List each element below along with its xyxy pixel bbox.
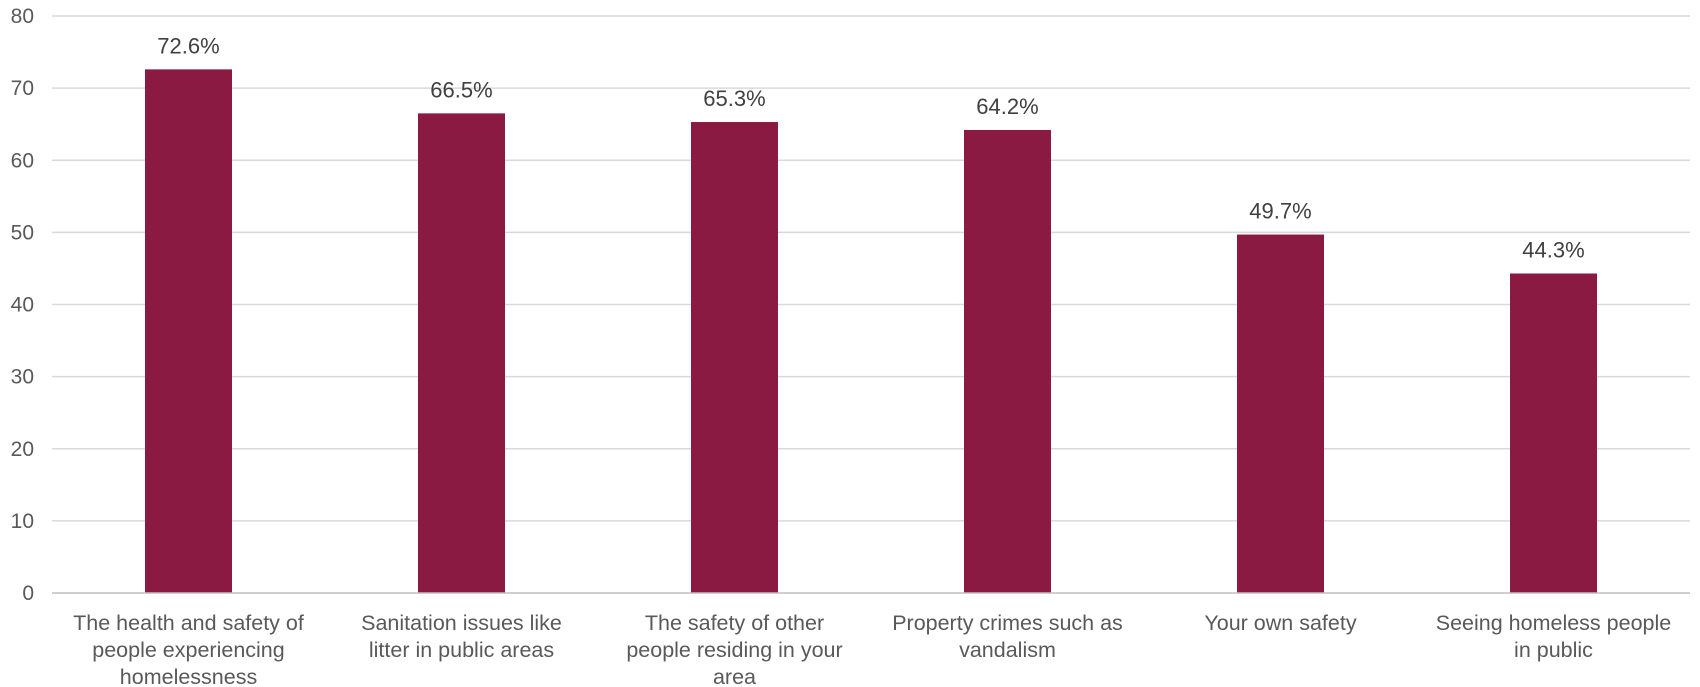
x-category-label-line: Sanitation issues like xyxy=(361,611,562,635)
y-tick-label: 50 xyxy=(11,221,34,244)
x-category-label-line: Seeing homeless people xyxy=(1436,611,1671,635)
x-axis-labels: The health and safety of people experienc… xyxy=(73,611,1671,687)
data-label: 64.2% xyxy=(976,94,1038,119)
bar xyxy=(1510,273,1597,593)
gridlines xyxy=(52,15,1690,522)
y-tick-label: 0 xyxy=(22,582,34,605)
x-category-label-line: litter in public areas xyxy=(369,638,554,662)
x-category-label-line: vandalism xyxy=(959,638,1056,662)
x-category-label-line: Property crimes such as xyxy=(892,611,1123,635)
data-label: 65.3% xyxy=(703,86,765,111)
y-tick-label: 40 xyxy=(11,294,34,317)
x-category-label-line: people experiencing xyxy=(92,638,284,662)
x-category-label: Property crimes such as vandalism xyxy=(892,611,1123,662)
data-label: 72.6% xyxy=(157,33,219,58)
data-label: 49.7% xyxy=(1249,199,1311,224)
y-tick-label: 20 xyxy=(11,438,34,461)
bars xyxy=(145,69,1597,594)
x-category-label-line: homelessness xyxy=(120,665,257,687)
x-category-label: Sanitation issues like litter in public a… xyxy=(361,611,562,662)
y-tick-label: 60 xyxy=(11,149,34,172)
x-category-label: The health and safety of people experienc… xyxy=(73,611,304,687)
x-category-label: Your own safety xyxy=(1204,611,1356,635)
x-category-label-line: in public xyxy=(1514,638,1593,662)
bar xyxy=(418,113,505,594)
x-category-label-line: Your own safety xyxy=(1204,611,1356,635)
bar xyxy=(964,129,1051,593)
y-tick-label: 80 xyxy=(11,5,34,28)
bar xyxy=(691,122,778,594)
bar xyxy=(1237,234,1324,593)
data-label: 44.3% xyxy=(1522,237,1584,262)
x-category-label-line: The health and safety of xyxy=(73,611,304,635)
y-tick-label: 30 xyxy=(11,366,34,389)
y-tick-label: 10 xyxy=(11,510,34,533)
data-label: 66.5% xyxy=(430,77,492,102)
x-category-label-line: The safety of other xyxy=(645,611,824,635)
x-category-label: The safety of other people residing in yo… xyxy=(626,611,842,687)
data-labels: 72.6% 66.5% 65.3% 64.2% 49.7% 44.3% xyxy=(157,33,1584,262)
bar xyxy=(145,69,232,593)
x-category-label-line: area xyxy=(713,665,756,687)
x-category-label-line: people residing in your xyxy=(626,638,842,662)
x-category-label: Seeing homeless people in public xyxy=(1436,611,1671,662)
y-tick-label: 70 xyxy=(11,77,34,100)
y-axis-ticks: 0 10 20 30 40 50 60 70 80 xyxy=(11,5,34,605)
